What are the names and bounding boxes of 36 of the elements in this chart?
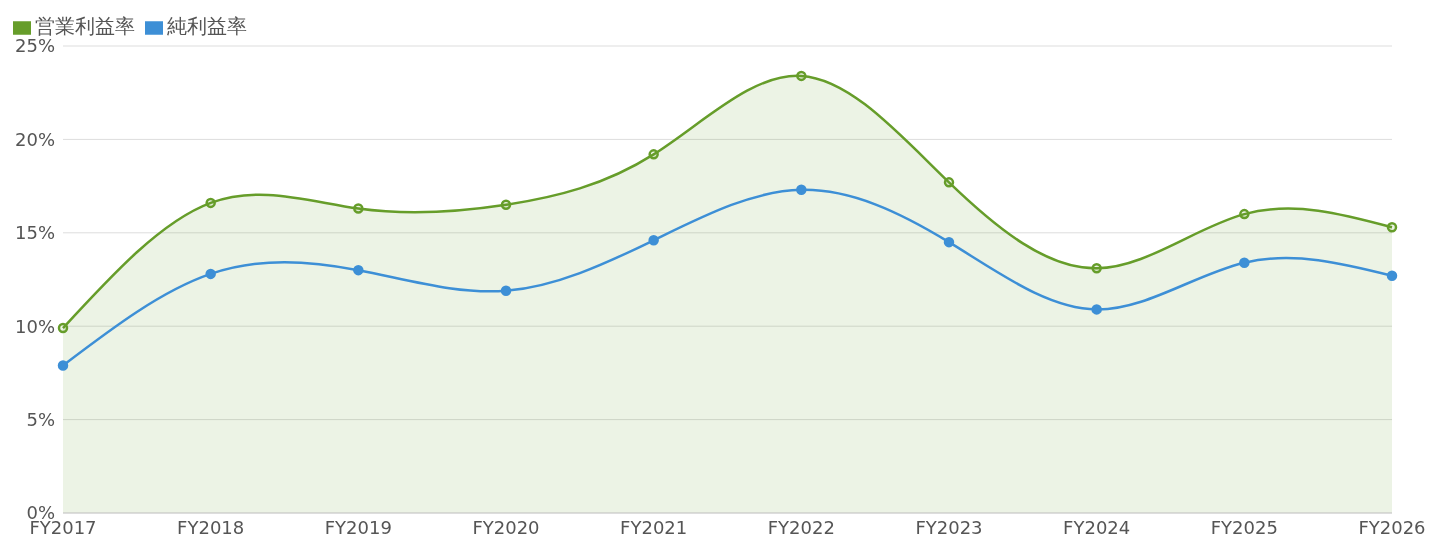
point — [353, 203, 364, 214]
point — [648, 235, 659, 246]
point — [1386, 221, 1398, 233]
point — [353, 264, 364, 276]
point — [796, 184, 807, 196]
point — [796, 70, 807, 82]
y-tick-label: 15% — [14, 222, 55, 244]
x-tick-label: FY2019 — [324, 516, 392, 538]
x-tick-label: FY2018 — [177, 516, 245, 538]
point — [1239, 208, 1250, 220]
y-tick-label: 10% — [14, 315, 55, 337]
x-tick-label: FY2025 — [1210, 516, 1278, 538]
point — [1091, 263, 1102, 274]
point — [1239, 257, 1250, 268]
point — [57, 322, 69, 334]
point — [648, 149, 659, 160]
legend-label: 純利益率 — [167, 14, 247, 38]
point — [205, 268, 216, 280]
x-tick-label: FY2020 — [472, 516, 540, 538]
y-tick-label: 5% — [26, 408, 55, 430]
point — [1386, 270, 1398, 282]
point — [1091, 304, 1102, 315]
x-tick-label: FY2022 — [767, 516, 835, 538]
x-tick-label: FY2021 — [620, 516, 688, 538]
point — [500, 199, 512, 211]
x-tick-label: FY2024 — [1063, 516, 1131, 538]
point — [943, 236, 955, 248]
y-tick-label: 20% — [14, 128, 55, 150]
point — [500, 285, 512, 296]
y-tick-label: 25% — [14, 35, 55, 57]
point — [205, 197, 216, 209]
x-tick-label: FY2026 — [1358, 516, 1426, 538]
point — [57, 360, 69, 371]
x-tick-label: FY2023 — [915, 516, 983, 538]
point — [943, 177, 955, 188]
legend-label: 営業利益率 — [35, 14, 135, 38]
